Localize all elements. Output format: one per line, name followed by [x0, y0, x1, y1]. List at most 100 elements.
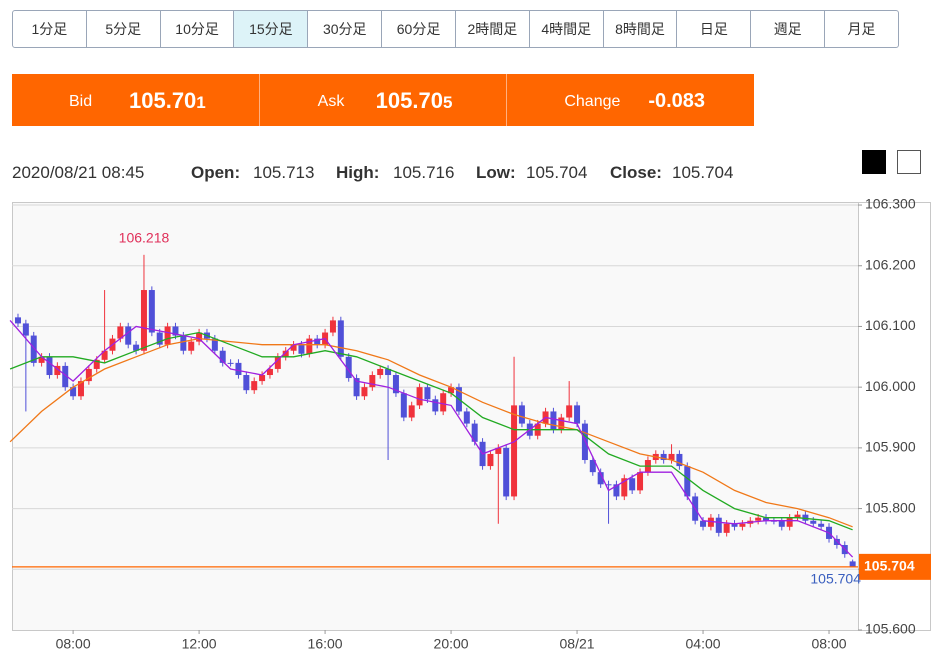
candle-body	[30, 335, 37, 363]
timeframe-tab[interactable]: 60分足	[381, 11, 455, 47]
candle-body	[637, 472, 644, 491]
candle-body	[448, 387, 455, 394]
candle-body	[503, 447, 510, 497]
candle-body	[605, 484, 612, 486]
moving-average	[9, 331, 853, 531]
close-label: Close:	[610, 163, 662, 182]
candle-body	[826, 526, 833, 539]
candle-body	[196, 332, 203, 342]
candle-body	[558, 417, 565, 430]
ask-pip: 5	[442, 93, 453, 112]
close-value: 105.704	[672, 163, 734, 182]
x-tick-label: 08/21	[560, 636, 595, 652]
plot-area	[12, 202, 859, 631]
candle-body	[652, 453, 659, 461]
candle-body	[629, 478, 636, 491]
candle-body	[156, 332, 163, 345]
candle-body	[550, 411, 557, 430]
candle-body	[597, 472, 604, 485]
open-label: Open:	[191, 163, 241, 182]
candle-body	[542, 411, 549, 424]
price-box-label: 105.704	[864, 558, 915, 574]
dark-theme-button[interactable]	[862, 150, 886, 174]
high-value: 105.716	[393, 163, 455, 182]
candle-body	[38, 356, 45, 363]
ask-label: Ask	[317, 93, 345, 110]
candle-body	[770, 520, 777, 522]
change-value: -0.083	[648, 90, 706, 112]
candle-body	[707, 517, 714, 527]
timeframe-tab[interactable]: 月足	[824, 11, 898, 47]
candle-body	[723, 523, 730, 533]
candle-body	[581, 423, 588, 461]
candle-body	[455, 387, 462, 412]
candle-body	[392, 375, 399, 394]
candle-body	[22, 323, 29, 336]
y-tick-label: 105.600	[865, 621, 916, 637]
price-box	[859, 553, 931, 580]
timeframe-tab[interactable]: 10分足	[159, 11, 234, 47]
y-axis-panel	[858, 202, 931, 631]
candle-body	[369, 375, 376, 388]
candle-body	[755, 517, 762, 521]
candle-body	[235, 362, 242, 376]
candle-body	[763, 517, 770, 521]
candle-body	[676, 453, 683, 467]
candle-body	[117, 326, 124, 339]
y-tick-label: 106.000	[865, 378, 916, 394]
candle-body	[85, 368, 92, 382]
candle-body	[306, 338, 313, 354]
y-tick-label: 105.900	[865, 439, 916, 455]
low-label: Low:	[476, 163, 516, 182]
y-tick-label: 106.200	[865, 256, 916, 272]
candle-body	[511, 405, 518, 497]
candle-body	[227, 362, 234, 364]
timeframe-tab[interactable]: 4時間足	[528, 11, 603, 47]
candle-body	[471, 423, 478, 442]
timeframe-tab[interactable]: 8時間足	[602, 11, 677, 47]
light-theme-button[interactable]	[897, 150, 921, 174]
candle-body	[526, 423, 533, 436]
candle-body	[613, 484, 620, 497]
timeframe-tab[interactable]: 5分足	[85, 11, 160, 47]
candle-body	[140, 290, 147, 351]
candle-body	[668, 453, 675, 461]
timeframe-tab[interactable]: 30分足	[307, 11, 381, 47]
candle-body	[739, 523, 746, 527]
candle-body	[400, 393, 407, 418]
candle-body	[282, 350, 289, 357]
candle-body	[715, 517, 722, 533]
low-value: 105.704	[526, 163, 588, 182]
candle-body	[361, 387, 368, 397]
candle-body	[778, 520, 785, 527]
candle-body	[408, 405, 415, 418]
y-tick-label: 105.800	[865, 499, 916, 515]
candle-body	[93, 359, 100, 369]
candle-body	[424, 387, 431, 400]
x-tick-label: 08:00	[811, 636, 846, 652]
candle-body	[802, 514, 809, 521]
timeframe-tab[interactable]: 週足	[750, 11, 824, 47]
y-tick-label: 106.100	[865, 317, 916, 333]
candle-body	[337, 320, 344, 357]
timeframe-tab[interactable]: 日足	[676, 11, 750, 47]
timeframe-tab[interactable]: 1分足	[31, 21, 68, 37]
ask-value: 105.705	[376, 88, 453, 114]
candle-body	[818, 523, 825, 527]
x-tick-label: 04:00	[686, 636, 721, 652]
y-tick-label: 105.700	[865, 560, 916, 576]
change: Change -0.083	[506, 74, 754, 126]
high-label: 106.218	[119, 230, 170, 246]
candle-body	[731, 523, 738, 527]
timeframe-tab[interactable]: 15分足	[233, 11, 308, 47]
candle-body	[534, 423, 541, 436]
x-tick-label: 08:00	[56, 636, 91, 652]
x-tick-label: 16:00	[308, 636, 343, 652]
candle-body	[841, 545, 848, 555]
candle-body	[188, 341, 195, 351]
ask: Ask 105.705	[258, 74, 507, 126]
candle-body	[180, 335, 187, 351]
candle-body	[353, 378, 360, 397]
timeframe-tab[interactable]: 2時間足	[454, 11, 529, 47]
candle-body	[77, 381, 84, 397]
